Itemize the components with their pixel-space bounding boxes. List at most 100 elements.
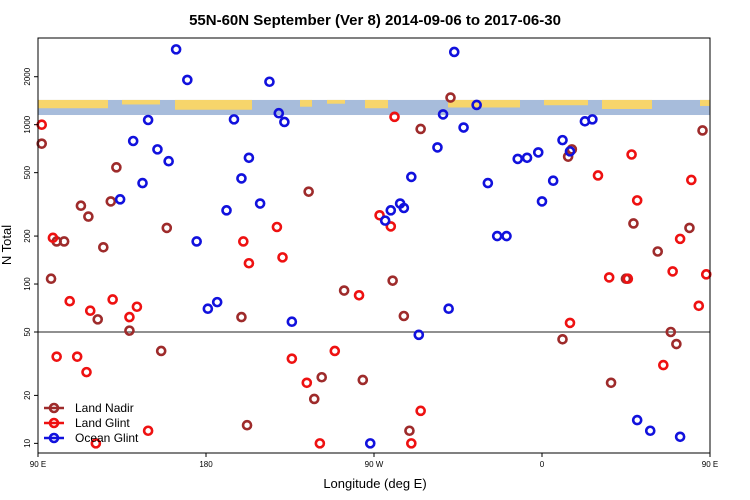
point-ocean-glint: [163, 155, 174, 167]
x-axis-label: Longitude (deg E): [323, 476, 426, 491]
point-land-glint: [693, 300, 705, 312]
map-land: [38, 99, 108, 109]
point-ocean-glint: [443, 303, 454, 315]
point-ocean-glint: [631, 414, 643, 426]
point-land-glint: [592, 170, 604, 181]
point-ocean-glint: [413, 329, 425, 341]
point-land-nadir: [45, 273, 57, 285]
y-axis: 10 20 50 100 200 500 1000 2000: [23, 67, 38, 448]
point-land-glint: [286, 353, 298, 364]
map-land: [700, 99, 710, 106]
point-ocean-glint: [547, 175, 559, 187]
point-ocean-glint: [279, 116, 290, 128]
point-land-nadir: [445, 92, 456, 103]
point-land-nadir: [338, 285, 350, 296]
x-tick-label: 90 E: [702, 460, 718, 469]
point-ocean-glint: [437, 109, 449, 120]
y-tick-label: 100: [23, 277, 32, 291]
map-land: [448, 99, 520, 108]
point-ocean-glint: [127, 135, 139, 147]
point-ocean-glint: [286, 316, 298, 328]
legend-label-land-nadir: Land Nadir: [75, 401, 134, 415]
point-ocean-glint: [398, 202, 410, 214]
point-ocean-glint: [243, 152, 255, 164]
point-ocean-glint: [532, 147, 544, 158]
point-ocean-glint: [385, 205, 397, 216]
point-ocean-glint: [202, 303, 214, 315]
legend-marker-ocean-glint: [48, 432, 60, 444]
point-ocean-glint: [228, 114, 240, 125]
point-land-nadir: [303, 186, 314, 197]
point-land-glint: [142, 425, 154, 437]
map-land: [175, 99, 252, 110]
point-ocean-glint: [512, 153, 524, 165]
legend-label-ocean-glint: Ocean Glint: [75, 431, 139, 445]
point-ocean-glint: [379, 215, 391, 226]
map-land: [327, 99, 345, 104]
point-land-glint: [374, 209, 385, 221]
point-land-nadir: [98, 242, 109, 253]
point-land-glint: [71, 351, 83, 362]
point-land-glint: [667, 266, 678, 277]
point-land-glint: [631, 195, 643, 206]
point-ocean-glint: [448, 46, 460, 58]
point-ocean-glint: [674, 431, 686, 443]
point-ocean-glint: [521, 152, 533, 164]
point-ocean-glint: [137, 177, 148, 189]
legend-marker-land-nadir: [48, 402, 60, 414]
point-land-glint: [84, 305, 96, 317]
point-ocean-glint: [182, 74, 193, 86]
y-tick-label: 2000: [23, 67, 32, 85]
point-ocean-glint: [432, 142, 443, 153]
point-ocean-glint: [536, 196, 548, 207]
point-land-nadir: [628, 218, 639, 229]
point-ocean-glint: [458, 122, 469, 133]
point-land-nadir: [605, 377, 617, 389]
point-land-nadir: [652, 246, 664, 257]
point-land-glint: [81, 366, 92, 378]
point-land-nadir: [671, 338, 682, 350]
point-land-glint: [406, 438, 417, 449]
point-land-glint: [64, 295, 76, 307]
y-tick-label: 20: [23, 390, 32, 399]
x-tick-label: 90 E: [30, 460, 46, 469]
point-land-glint: [564, 317, 576, 329]
point-land-nadir: [684, 222, 695, 234]
point-land-nadir: [387, 275, 398, 286]
y-axis-label: N Total: [0, 225, 14, 265]
point-land-glint: [603, 272, 615, 283]
point-ocean-glint: [564, 146, 576, 157]
map-land: [602, 99, 652, 109]
legend-marker-land-glint: [48, 417, 60, 429]
point-ocean-glint: [557, 134, 568, 146]
point-land-nadir: [308, 393, 320, 405]
point-land-glint: [301, 377, 313, 389]
point-land-nadir: [75, 200, 87, 212]
point-land-glint: [658, 359, 669, 371]
point-land-nadir: [58, 236, 70, 247]
point-ocean-glint: [471, 99, 482, 111]
y-tick-label: 1000: [23, 115, 32, 133]
point-land-glint: [51, 351, 62, 362]
point-ocean-glint: [170, 44, 182, 55]
point-land-glint: [622, 273, 634, 285]
point-land-nadir: [83, 211, 94, 222]
point-land-glint: [243, 257, 255, 269]
point-land-glint: [626, 149, 637, 160]
legend-label-land-glint: Land Glint: [75, 416, 130, 430]
chart-title: 55N-60N September (Ver 8) 2014-09-06 to …: [189, 12, 561, 29]
point-land-nadir: [557, 333, 568, 345]
point-land-glint: [686, 174, 697, 186]
point-land-glint: [314, 438, 326, 449]
point-ocean-glint: [587, 114, 598, 125]
point-ocean-glint: [142, 114, 154, 126]
point-land-glint: [107, 294, 118, 305]
point-land-nadir: [415, 123, 426, 135]
point-land-glint: [238, 236, 249, 247]
point-land-glint: [329, 345, 341, 357]
data-points: [36, 44, 712, 449]
point-land-glint: [90, 438, 102, 449]
point-land-glint: [124, 311, 135, 323]
